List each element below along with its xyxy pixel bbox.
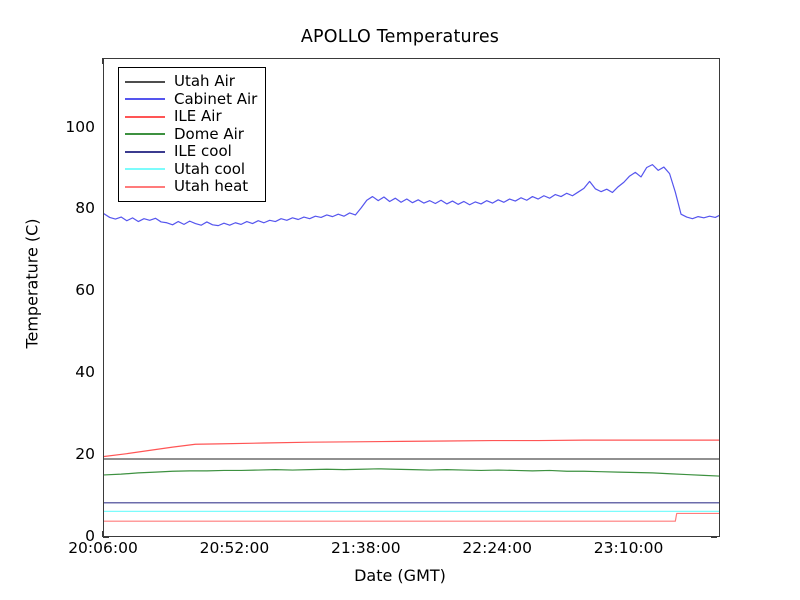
x-tick-mark (102, 58, 104, 64)
legend-color-swatch (125, 80, 165, 83)
legend-item[interactable]: Cabinet Air (125, 91, 257, 109)
chart-title: APOLLO Temperatures (300, 27, 500, 47)
y-tick-label: 0 (85, 527, 95, 545)
x-tick-label: 20:06:00 (68, 539, 138, 557)
legend-color-swatch (125, 115, 165, 118)
x-tick-label: 21:38:00 (330, 539, 401, 557)
legend-item-label: Utah cool (174, 159, 246, 178)
series-line (104, 164, 719, 227)
x-tick-label: 22:24:00 (462, 539, 532, 557)
x-tick-label: 20:52:00 (199, 539, 270, 557)
legend-color-swatch (125, 185, 165, 188)
chart-legend: Utah Air Cabinet Air ILE Air Dome Air ILE co… (118, 67, 267, 202)
legend-color-swatch (125, 150, 165, 153)
x-tick-mark (102, 531, 104, 537)
legend-item[interactable]: Dome Air (125, 126, 257, 144)
y-axis-label: Temperature (C) (22, 218, 42, 349)
series-line (104, 439, 719, 458)
legend-color-swatch (125, 133, 165, 136)
series-line (104, 468, 719, 477)
legend-item[interactable]: Utah heat (125, 178, 257, 196)
y-tick-label: 20 (75, 445, 95, 464)
legend-item-label: Cabinet Air (174, 89, 258, 108)
series-line (104, 512, 719, 522)
y-tick-label: 60 (75, 281, 95, 300)
legend-item-label: Dome Air (174, 124, 244, 143)
legend-item-label: ILE cool (174, 142, 232, 161)
legend-item-label: ILE Air (174, 107, 222, 126)
legend-item[interactable]: ILE cool (125, 143, 257, 161)
legend-color-swatch (125, 98, 165, 101)
legend-item[interactable]: Utah cool (125, 161, 257, 179)
y-tick-label: 40 (75, 363, 95, 382)
plot-lines (104, 164, 719, 522)
x-axis-label: Date (GMT) (354, 566, 446, 585)
y-tick-label: 80 (75, 199, 95, 218)
legend-item[interactable]: Utah Air (125, 73, 257, 91)
y-axis-tick-labels: 0 20 40 60 80 100 (43, 0, 95, 600)
legend-item-label: Utah Air (174, 72, 235, 91)
x-tick-label: 23:10:00 (593, 539, 664, 557)
legend-item-label: Utah heat (174, 177, 249, 196)
legend-item[interactable]: ILE Air (125, 108, 257, 126)
y-tick-label: 100 (65, 117, 95, 136)
legend-color-swatch (125, 168, 165, 171)
